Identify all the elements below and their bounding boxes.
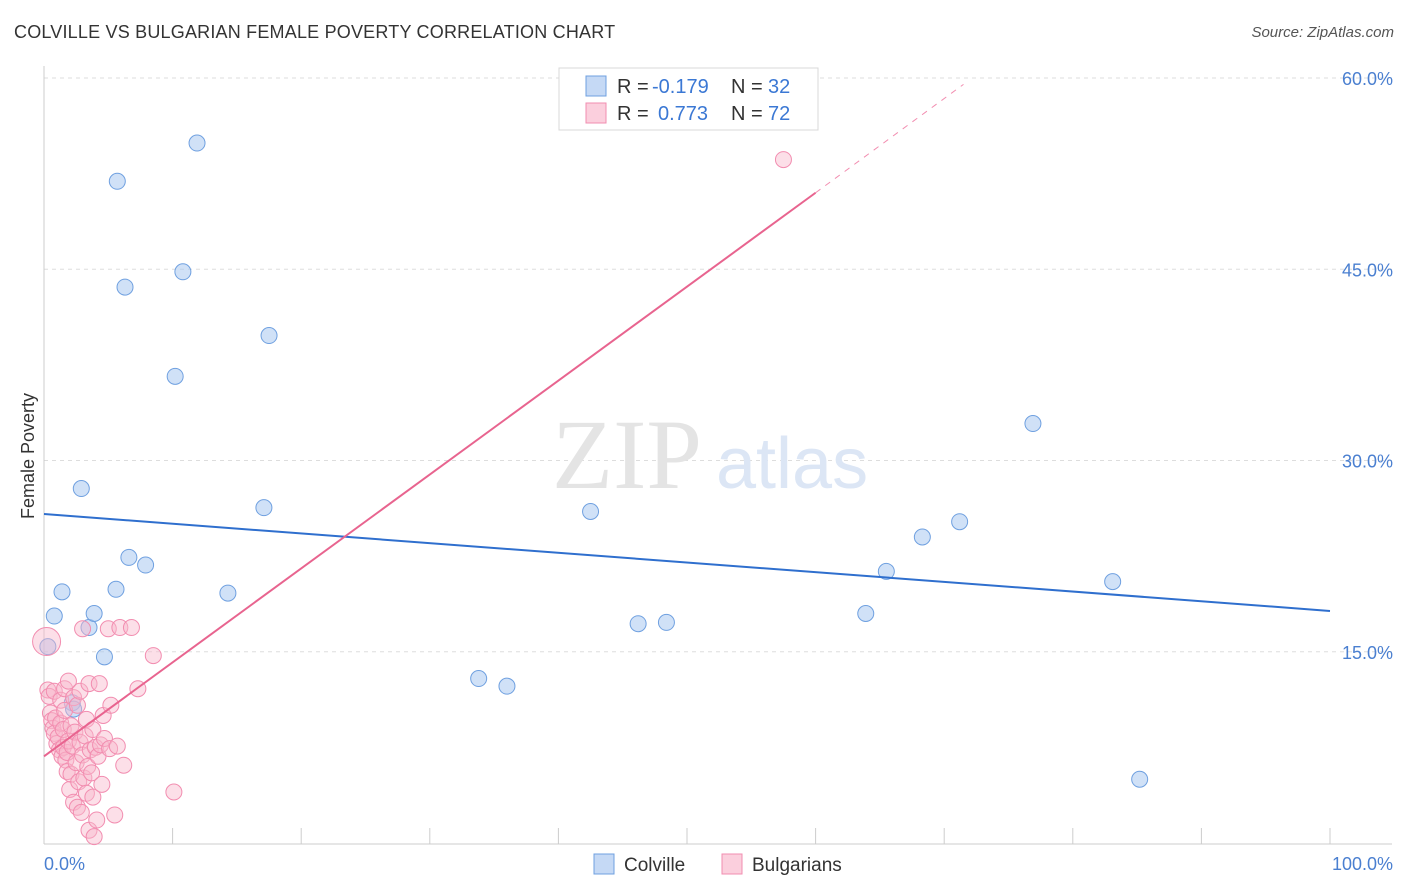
legend-r-value-bulgarians: 0.773: [658, 103, 708, 125]
bulgarian-trendline-extension: [815, 83, 964, 194]
colville-point: [137, 556, 155, 574]
legend-n-value-colville: 32: [768, 76, 790, 98]
bulgarian-point: [72, 803, 90, 821]
bulgarian-point: [122, 619, 140, 637]
bulgarian-point: [108, 737, 126, 755]
colville-point: [1131, 770, 1149, 788]
bulgarian-point: [80, 675, 98, 693]
bulgarian-point: [52, 691, 70, 709]
legend-bottom-swatch-colville: [593, 853, 615, 875]
bulgarian-point: [88, 811, 106, 829]
bulgarian-point: [84, 788, 102, 806]
legend-r-label-bulgarians: R =: [617, 103, 649, 125]
legend-swatch-colville: [585, 75, 607, 97]
legend-bottom-swatch-bulgarians: [721, 853, 743, 875]
colville-point: [1104, 573, 1122, 591]
legend-top: R = -0.179 N = 32 R = 0.773 N = 72: [558, 67, 819, 131]
y-tick-label: 15.0%: [1342, 643, 1393, 663]
colville-trendline: [43, 513, 1331, 612]
colville-point: [857, 605, 875, 622]
watermark-zip: ZIP: [552, 399, 702, 510]
bulgarian-point: [68, 696, 86, 714]
colville-point: [120, 548, 138, 566]
bulgarian-point: [85, 828, 103, 846]
bulgarian-points: [32, 151, 792, 846]
colville-point: [582, 503, 600, 520]
colville-point: [951, 513, 969, 531]
y-tick-label: 60.0%: [1342, 69, 1393, 89]
colville-point: [498, 677, 516, 695]
colville-point: [188, 134, 206, 152]
colville-points: [39, 134, 1149, 788]
colville-point: [260, 327, 278, 345]
legend-bottom: Colville Bulgarians: [593, 853, 842, 876]
bulgarian-point: [90, 675, 108, 693]
x-tick-labels: 0.0% 100.0%: [44, 854, 1393, 874]
bulgarian-trendline: [43, 191, 817, 758]
y-tick-labels: 15.0% 30.0% 45.0% 60.0%: [1342, 69, 1393, 663]
colville-point: [913, 528, 931, 546]
colville-point: [629, 615, 647, 633]
bulgarian-point: [32, 627, 62, 657]
bulgarian-point: [106, 806, 124, 824]
colville-point: [166, 367, 184, 385]
legend-r-label-colville: R =: [617, 76, 649, 98]
colville-point: [877, 562, 895, 580]
bulgarian-point: [144, 647, 162, 665]
bulgarian-point: [59, 672, 77, 690]
source-label: Source: ZipAtlas.com: [1251, 24, 1394, 41]
bulgarian-point: [93, 775, 111, 793]
watermark-atlas: atlas: [716, 424, 868, 504]
chart-title: COLVILLE VS BULGARIAN FEMALE POVERTY COR…: [14, 22, 616, 42]
legend-n-label-bulgarians: N =: [731, 103, 763, 125]
legend-n-value-bulgarians: 72: [768, 103, 790, 125]
colville-point: [174, 263, 192, 281]
colville-point: [108, 172, 126, 190]
bulgarian-point: [45, 682, 63, 700]
colville-point: [95, 648, 113, 666]
bulgarian-point: [165, 783, 183, 801]
bulgarian-point: [111, 619, 129, 637]
colville-point: [53, 583, 71, 601]
bulgarian-point: [56, 701, 74, 719]
bulgarian-point: [65, 689, 83, 707]
y-tick-label: 30.0%: [1342, 452, 1393, 472]
legend-r-value-colville: -0.179: [652, 76, 709, 98]
x-tick-label: 100.0%: [1332, 854, 1393, 874]
colville-point: [255, 499, 273, 517]
colville-point: [116, 278, 134, 296]
bulgarian-point: [774, 151, 792, 169]
colville-point: [1024, 415, 1042, 433]
y-tick-label: 45.0%: [1342, 260, 1393, 280]
bulgarian-point: [74, 620, 92, 638]
colville-point: [85, 605, 103, 622]
axes: [43, 66, 1392, 845]
colville-point: [107, 580, 125, 598]
colville-point: [72, 480, 90, 498]
colville-point: [219, 584, 237, 602]
trendlines: [43, 83, 1331, 758]
colville-point: [470, 670, 488, 688]
x-tick-label: 0.0%: [44, 854, 85, 874]
bulgarian-point: [83, 764, 101, 782]
legend-swatch-bulgarians: [585, 102, 607, 124]
bulgarian-point: [115, 756, 133, 774]
colville-point: [39, 638, 57, 656]
bulgarian-point: [39, 681, 57, 699]
y-axis-label: Female Poverty: [18, 393, 38, 519]
colville-point: [45, 607, 63, 625]
watermark: ZIP atlas: [552, 399, 868, 510]
bulgarian-point: [95, 729, 113, 747]
legend-bottom-label-colville: Colville: [624, 855, 685, 876]
colville-point: [657, 613, 675, 631]
legend-n-label-colville: N =: [731, 76, 763, 98]
legend-bottom-label-bulgarians: Bulgarians: [752, 855, 842, 876]
gridlines: [44, 77, 1392, 653]
